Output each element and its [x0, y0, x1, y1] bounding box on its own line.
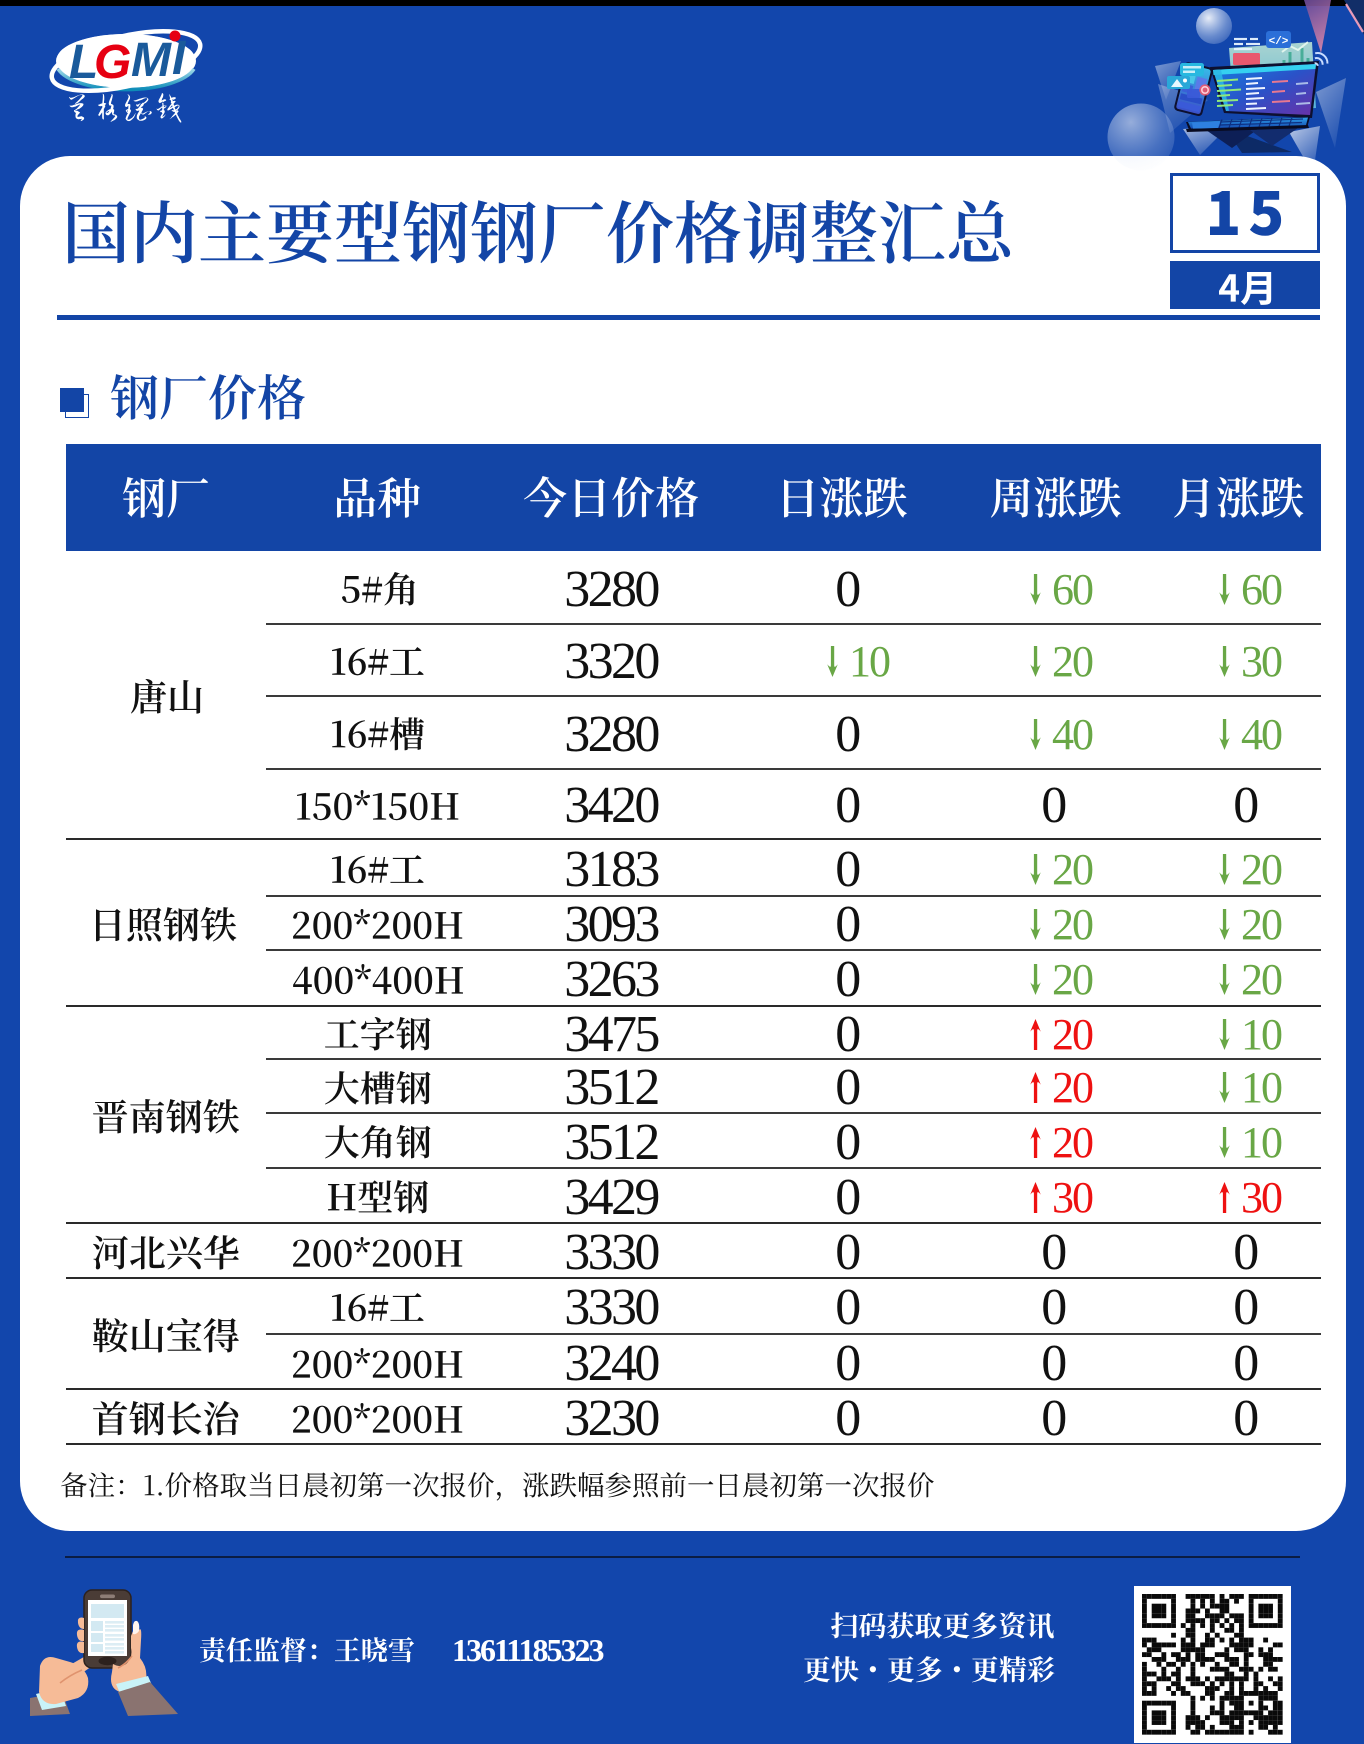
svg-text:G: G [94, 36, 131, 89]
svg-text:I: I [172, 32, 187, 85]
svg-text:M: M [131, 34, 172, 87]
svg-text:</>: </> [1269, 36, 1289, 48]
svg-text:L: L [69, 36, 98, 89]
